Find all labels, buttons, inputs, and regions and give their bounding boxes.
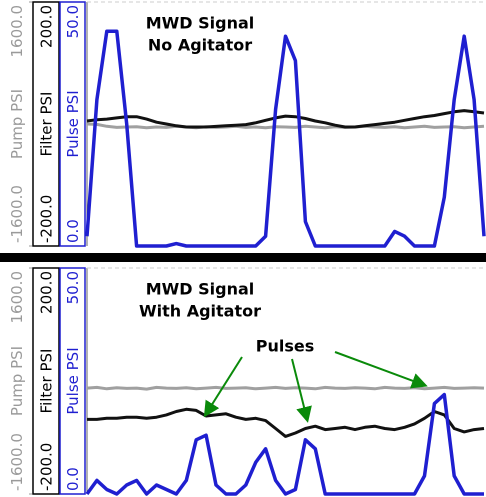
series-line bbox=[86, 385, 485, 391]
axis-title: Filter PSI bbox=[38, 92, 56, 157]
series-line bbox=[86, 109, 485, 129]
chart-title: MWD Signal bbox=[146, 14, 255, 33]
chart-title: MWD Signal bbox=[146, 280, 255, 299]
y-tick-label: -200.0 bbox=[38, 443, 56, 491]
annotation-arrows bbox=[203, 351, 428, 423]
axis-box bbox=[32, 1, 60, 247]
axis-title: Pump PSI bbox=[8, 89, 26, 159]
axis-box bbox=[32, 267, 60, 495]
axis-box bbox=[59, 267, 86, 495]
y-tick-label: 1600.0 bbox=[8, 5, 26, 58]
y-tick-label: 200.0 bbox=[38, 5, 56, 48]
series-line bbox=[86, 122, 485, 130]
series-line bbox=[85, 392, 484, 496]
series-line bbox=[85, 29, 486, 248]
y-tick-label: 0.0 bbox=[64, 467, 82, 491]
axis-title: Pulse PSI bbox=[64, 347, 82, 414]
axis-title: Pulse PSI bbox=[64, 90, 82, 157]
axis-title: Filter PSI bbox=[38, 349, 56, 414]
y-tick-label: 0.0 bbox=[64, 219, 82, 243]
chart-subtitle: No Agitator bbox=[148, 36, 252, 55]
panel-separator bbox=[0, 253, 486, 262]
y-tick-label: -1600.0 bbox=[8, 433, 26, 491]
y-tick-label: 200.0 bbox=[38, 271, 56, 314]
y-tick-label: -1600.0 bbox=[8, 185, 26, 243]
series-line bbox=[87, 407, 485, 438]
chart-subtitle: With Agitator bbox=[139, 302, 261, 321]
y-tick-label: 1600.0 bbox=[8, 271, 26, 324]
axis-title: Pump PSI bbox=[8, 346, 26, 416]
y-tick-label: 50.0 bbox=[64, 5, 82, 38]
axis-box bbox=[59, 1, 86, 247]
y-tick-label: 50.0 bbox=[64, 271, 82, 304]
y-tick-label: -200.0 bbox=[38, 195, 56, 243]
annotation: Pulses bbox=[256, 337, 315, 356]
